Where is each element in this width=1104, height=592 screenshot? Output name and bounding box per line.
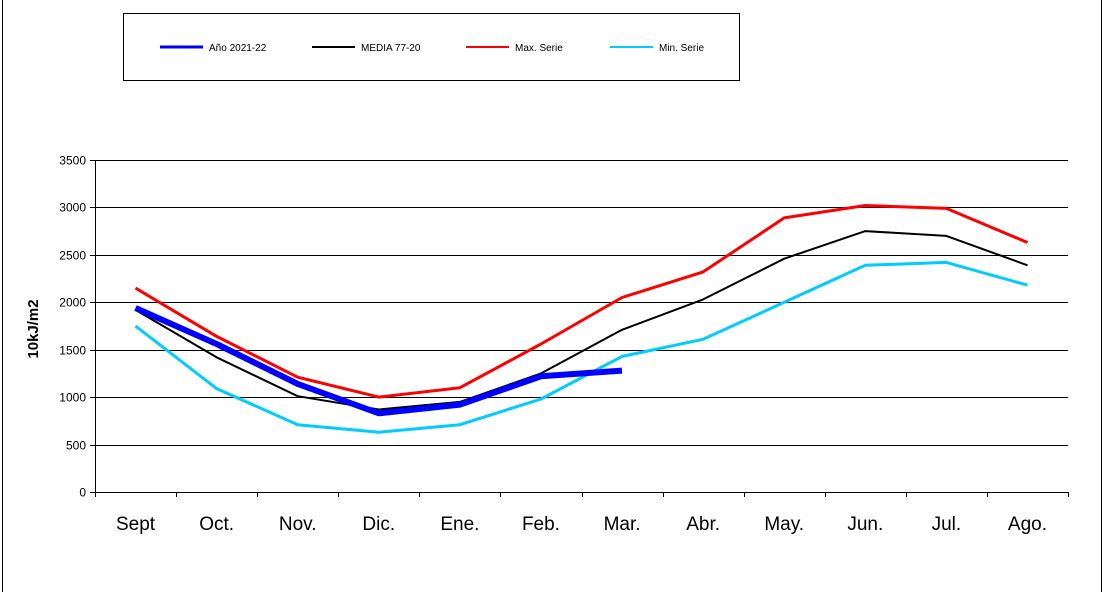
- x-tick-label: Mar.: [604, 514, 641, 535]
- x-tick-label: Nov.: [279, 514, 317, 535]
- series-line-min-serie: [134, 260, 1028, 434]
- legend: Año 2021-22 MEDIA 77-20 Max. Serie Min. Ser…: [123, 13, 740, 81]
- series-line-a-o-2021-22: [134, 305, 623, 417]
- series-group: [134, 204, 1029, 434]
- x-tick-label: Ago.: [1008, 514, 1047, 535]
- x-tick-label: Abr.: [686, 514, 720, 535]
- series-line-media-77-20: [134, 230, 1028, 411]
- y-tick-label: 1000: [59, 391, 86, 405]
- x-tick-label: Jul.: [932, 514, 962, 535]
- legend-label: Año 2021-22: [209, 43, 267, 54]
- legend-label: Max. Serie: [515, 43, 563, 54]
- x-tick-label: Feb.: [522, 514, 560, 535]
- y-tick-label: 1500: [59, 344, 86, 358]
- y-tick-label: 2500: [59, 249, 86, 263]
- grid-lines: [95, 160, 1068, 446]
- x-tick-label: May.: [764, 514, 804, 535]
- y-axis-label: 10kJ/m2: [25, 299, 42, 358]
- x-tick-label: Oct.: [199, 514, 234, 535]
- y-tick-label: 3500: [59, 154, 86, 168]
- x-tick-label: Jun.: [847, 514, 883, 535]
- x-tick-label: Sept: [116, 514, 156, 535]
- series-line-max-serie: [134, 204, 1029, 399]
- x-tick-label: Ene.: [440, 514, 479, 535]
- legend-label: Min. Serie: [659, 43, 704, 54]
- x-tick-label: Dic.: [362, 514, 395, 535]
- legend-label: MEDIA 77-20: [361, 43, 421, 54]
- y-tick-label: 3000: [59, 201, 86, 215]
- y-tick-label: 500: [66, 439, 86, 453]
- y-tick-label: 2000: [59, 296, 86, 310]
- y-tick-label: 0: [79, 486, 86, 500]
- axes: 0 500 1000 1500 2000 2500 3000 3500 Sept Oct. Nov.…: [59, 154, 1069, 535]
